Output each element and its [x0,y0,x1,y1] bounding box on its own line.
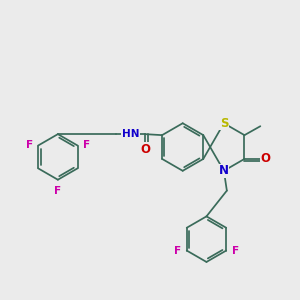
Text: F: F [54,186,61,196]
Text: HN: HN [122,129,139,139]
Text: N: N [219,164,229,177]
Text: F: F [174,246,182,256]
Text: F: F [232,246,239,256]
Text: F: F [83,140,90,150]
Text: F: F [26,140,33,150]
Text: O: O [140,142,150,155]
Text: O: O [260,152,270,165]
Text: S: S [220,117,228,130]
